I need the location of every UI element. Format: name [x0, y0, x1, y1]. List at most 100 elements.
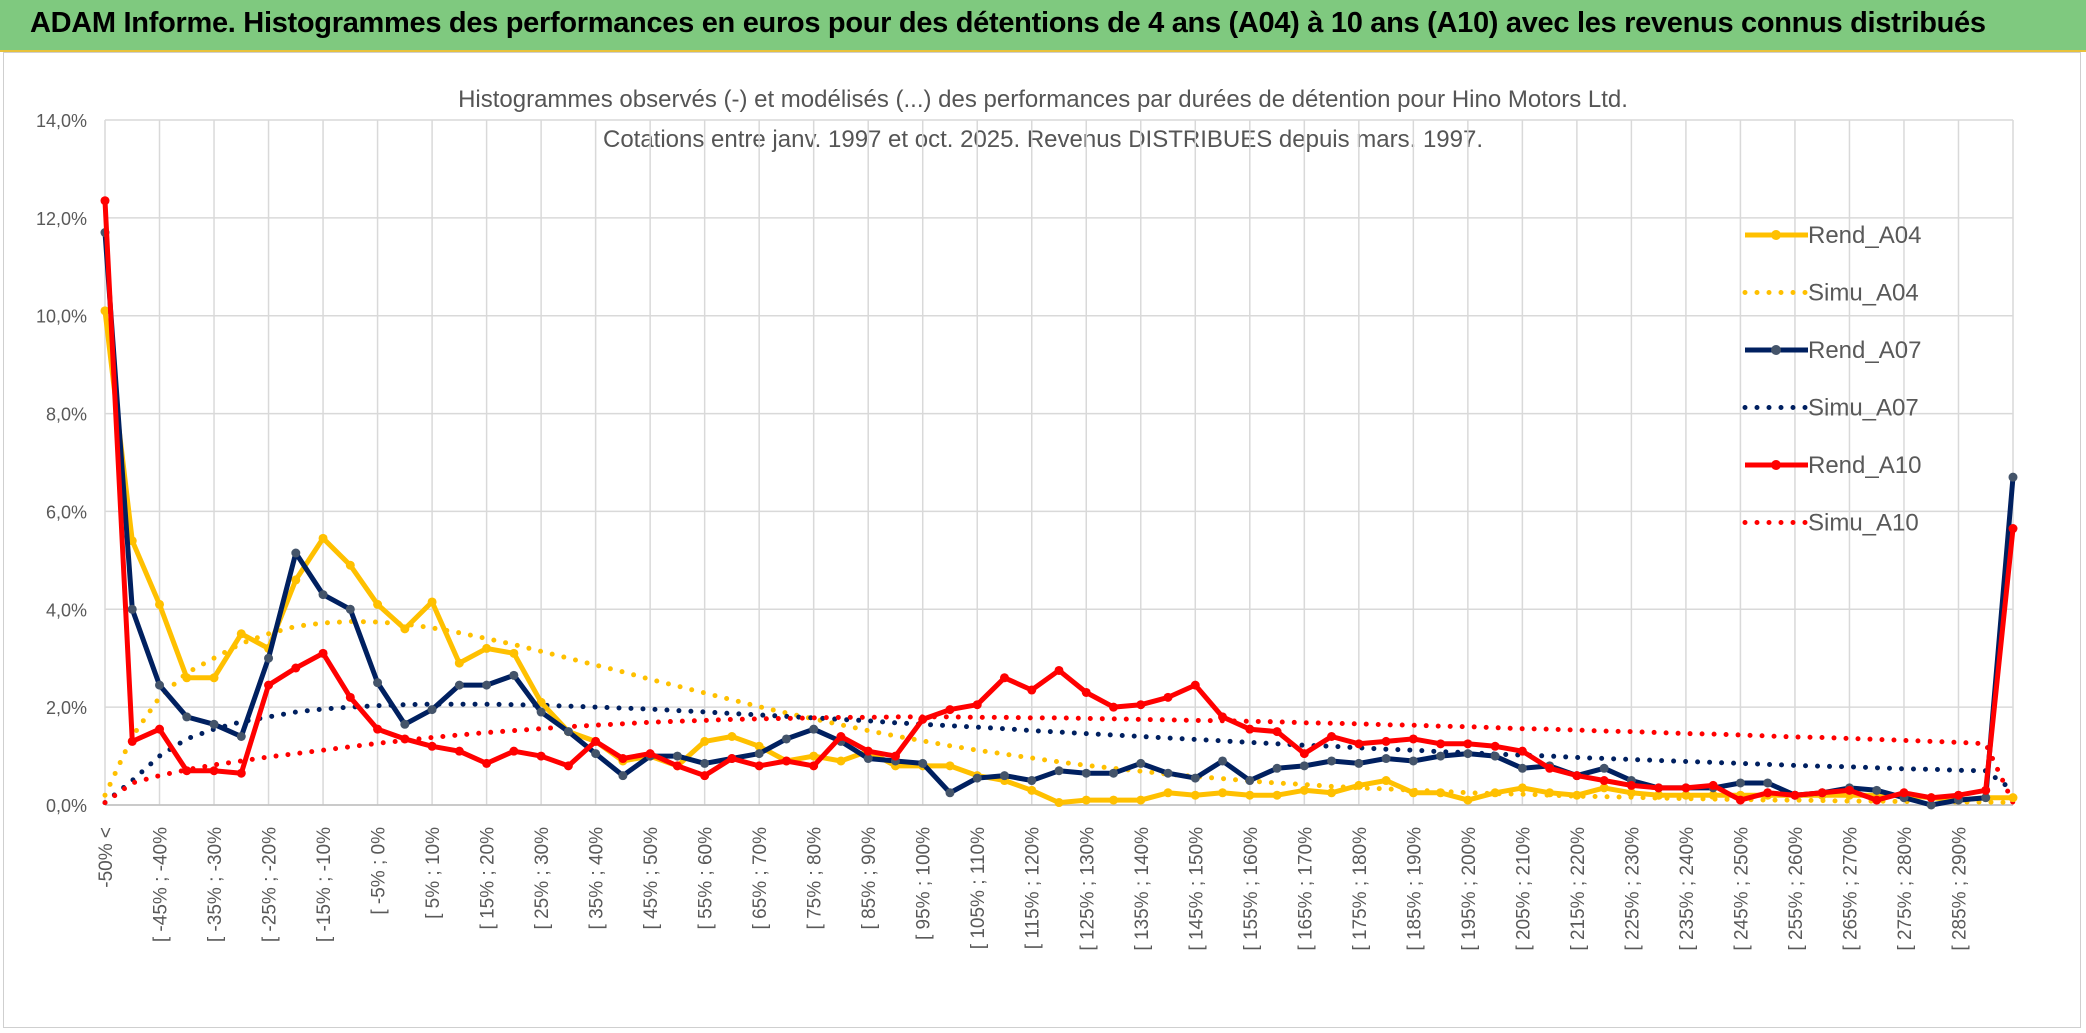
data-point: [809, 761, 819, 771]
x-tick-label: [ 155% ; 160%: [1241, 827, 1262, 951]
data-point: [1436, 751, 1446, 761]
data-point: [1436, 739, 1446, 749]
x-tick-label: [ 215% ; 220%: [1568, 827, 1589, 951]
data-point: [1136, 758, 1146, 768]
data-point: [427, 597, 437, 607]
data-point: [1817, 788, 1827, 798]
data-point: [345, 604, 355, 614]
x-tick-label: [ 235% ; 240%: [1677, 827, 1698, 951]
data-point: [1408, 734, 1418, 744]
data-point: [972, 773, 982, 783]
data-point: [100, 196, 110, 206]
data-point: [454, 680, 464, 690]
data-point: [890, 751, 900, 761]
data-point: [618, 754, 628, 764]
y-tick-label: 4,0%: [46, 600, 87, 620]
data-point: [509, 670, 519, 680]
chart-title-line-2: Cotations entre janv. 1997 et oct. 2025.…: [602, 126, 1484, 153]
data-point: [863, 746, 873, 756]
x-tick-label: [ 135% ; 140%: [1132, 827, 1153, 951]
x-tick-label: [ -35% ; -30%: [205, 827, 226, 942]
data-point: [1517, 783, 1527, 793]
x-tick-label: [ 195% ; 200%: [1459, 827, 1480, 951]
data-point: [2008, 472, 2018, 482]
x-tick-label: [ 145% ; 150%: [1186, 827, 1207, 951]
data-point: [1163, 692, 1173, 702]
data-point: [618, 771, 628, 781]
data-point: [563, 727, 573, 737]
x-tick-label: [ 95% ; 100%: [914, 827, 935, 940]
series-Simu_A04: [102, 618, 2016, 806]
data-point: [482, 643, 492, 653]
data-point: [1245, 776, 1255, 786]
data-point: [591, 749, 601, 759]
x-tick-label: [ 115% ; 120%: [1023, 827, 1044, 949]
data-point: [727, 754, 737, 764]
data-point: [1272, 790, 1282, 800]
data-point: [318, 590, 328, 600]
series-line-Rend_A04: [102, 310, 2013, 806]
data-point: [1190, 680, 1200, 690]
data-point: [1926, 800, 1936, 810]
x-tick-label: [ 245% ; 250%: [1731, 827, 1752, 951]
data-point: [400, 719, 410, 729]
x-tick-label: [ 105% ; 110%: [968, 827, 989, 949]
x-tick-label: [ 25% ; 30%: [532, 827, 553, 930]
x-tick-label: [ 5% ; 10%: [423, 827, 444, 919]
data-point: [1926, 793, 1936, 803]
data-point: [345, 560, 355, 570]
data-point: [754, 749, 764, 759]
legend-label: Rend_A07: [1808, 337, 1921, 364]
x-tick-label: [ 285% ; 290%: [1949, 827, 1970, 951]
data-point: [427, 741, 437, 751]
y-tick-label: 14,0%: [36, 111, 87, 131]
legend-label: Rend_A04: [1808, 222, 1921, 249]
data-point: [1299, 749, 1309, 759]
x-tick-label: [ -45% ; -40%: [151, 827, 172, 942]
x-tick-label: [ 15% ; 20%: [478, 827, 499, 930]
data-point: [127, 536, 137, 546]
data-point: [1599, 763, 1609, 773]
data-point: [1163, 768, 1173, 778]
data-point: [155, 680, 165, 690]
data-point: [1381, 754, 1391, 764]
series-line-Rend_A10: [102, 200, 2016, 803]
data-point: [1163, 788, 1173, 798]
data-point: [2008, 793, 2018, 803]
x-tick-label: [ 125% ; 130%: [1077, 827, 1098, 951]
data-point: [999, 771, 1009, 781]
x-tick-label: [ 175% ; 180%: [1350, 827, 1371, 951]
x-tick-label: [ 45% ; 50%: [641, 827, 662, 930]
data-point: [1981, 793, 1991, 803]
data-point: [1299, 785, 1309, 795]
data-point: [563, 761, 573, 771]
data-point: [209, 719, 219, 729]
x-tick-label: -50% <: [96, 827, 117, 888]
series-line-Rend_A07: [102, 232, 2016, 808]
data-point: [1545, 763, 1555, 773]
legend-label: Simu_A04: [1808, 280, 1919, 307]
data-point: [754, 761, 764, 771]
data-point: [209, 766, 219, 776]
data-point: [1463, 749, 1473, 759]
data-point: [482, 680, 492, 690]
data-point: [155, 599, 165, 609]
data-point: [863, 754, 873, 764]
data-point: [127, 736, 137, 746]
data-point: [781, 734, 791, 744]
legend-label: Simu_A10: [1808, 510, 1919, 537]
data-point: [1490, 788, 1500, 798]
report-title: ADAM Informe. Histogrammes des performan…: [30, 7, 1986, 39]
x-tick-label: [ -5% ; 0%: [369, 827, 390, 915]
data-point: [236, 629, 246, 639]
data-point: [264, 680, 274, 690]
y-tick-label: 8,0%: [46, 405, 87, 425]
data-point: [700, 736, 710, 746]
x-tick-label: [ 165% ; 170%: [1295, 827, 1316, 951]
data-point: [945, 788, 955, 798]
data-point: [836, 732, 846, 741]
y-tick-label: 0,0%: [46, 796, 87, 816]
data-point: [1081, 687, 1091, 697]
data-point: [1354, 780, 1364, 790]
data-point: [454, 746, 464, 756]
